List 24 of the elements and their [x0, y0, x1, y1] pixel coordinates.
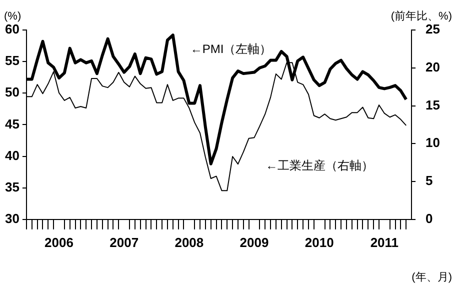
y-axis-title: (%): [4, 10, 22, 23]
x-tick-label: 2011: [370, 234, 399, 250]
x-axis-title: (年、月): [412, 272, 452, 284]
y2-tick-label: 0: [426, 210, 433, 226]
y2-tick-label: 20: [426, 59, 440, 74]
series-label: ←工業生産（右軸）: [266, 158, 374, 173]
x-tick-label: 2010: [304, 234, 334, 250]
y2-axis-title: (前年比、%): [390, 10, 452, 23]
y2-tick-label: 25: [426, 22, 440, 37]
y2-tick-label: 15: [426, 97, 440, 112]
y-tick-label: 50: [4, 84, 20, 100]
y-tick-label: 40: [4, 148, 20, 163]
y-tick-label: 45: [4, 116, 20, 132]
x-tick-label: 2007: [110, 234, 139, 250]
y-tick-label: 55: [4, 53, 20, 68]
y2-tick-label: 5: [426, 173, 433, 188]
y-tick-label: 35: [4, 179, 20, 194]
y2-tick-label: 10: [426, 135, 440, 150]
x-tick-label: 2006: [44, 234, 74, 250]
y-tick-label: 30: [4, 210, 20, 226]
y-tick-label: 60: [4, 22, 20, 37]
series-label: ←PMI（左軸）: [190, 42, 272, 56]
x-tick-label: 2008: [174, 234, 204, 250]
x-tick-label: 2009: [240, 234, 269, 250]
